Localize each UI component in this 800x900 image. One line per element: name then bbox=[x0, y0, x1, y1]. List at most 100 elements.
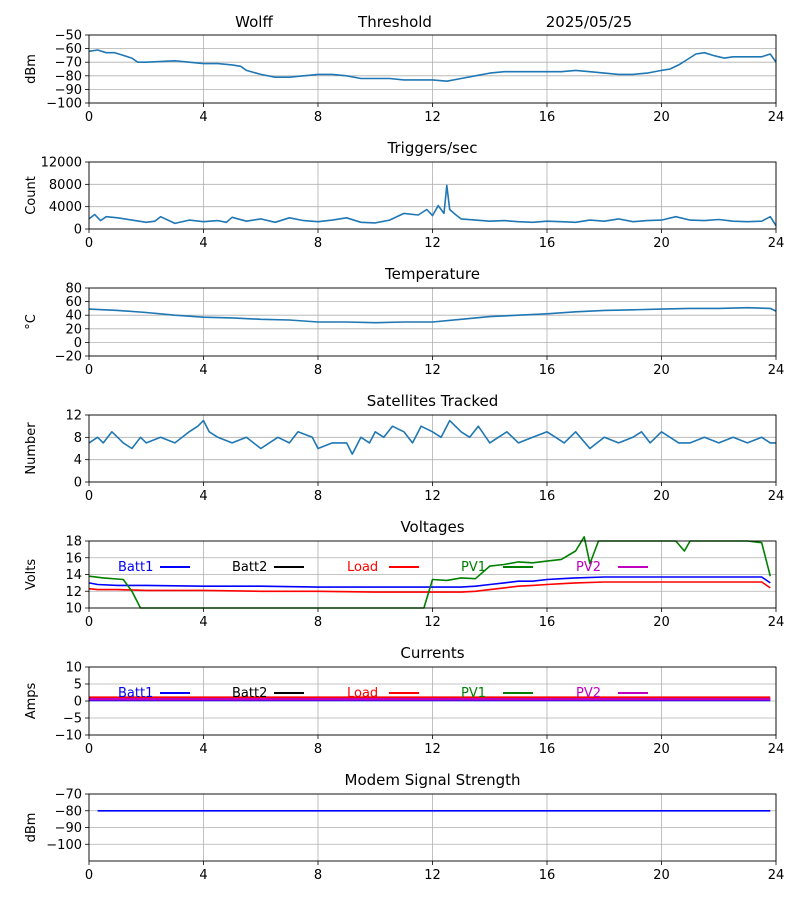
plot-frame bbox=[88, 540, 777, 609]
y-tick-label: −10 bbox=[55, 729, 82, 744]
y-tick-label: −100 bbox=[46, 97, 82, 112]
y-tick-label: 16 bbox=[65, 551, 82, 566]
x-tick-label: 16 bbox=[539, 742, 556, 757]
y-tick-label: 0 bbox=[74, 695, 82, 710]
y-tick-label: −80 bbox=[55, 69, 82, 84]
chart-title: Temperature bbox=[384, 265, 480, 283]
y-axis-label: dBm bbox=[24, 54, 39, 84]
y-tick-label: −20 bbox=[55, 350, 82, 365]
plot-frame bbox=[88, 287, 777, 357]
x-tick-label: 12 bbox=[424, 236, 441, 251]
plot-frame bbox=[88, 793, 777, 862]
legend-label-pv2: PV2 bbox=[576, 686, 601, 701]
x-tick-label: 8 bbox=[314, 489, 322, 504]
x-tick-label: 4 bbox=[199, 110, 207, 125]
x-tick-label: 0 bbox=[85, 236, 93, 251]
y-tick-label: −90 bbox=[55, 83, 82, 98]
series-line-main bbox=[88, 184, 777, 227]
plot-frame bbox=[88, 34, 777, 104]
y-tick-label: 40 bbox=[65, 309, 82, 324]
x-tick-label: 4 bbox=[199, 236, 207, 251]
header-mode: Threshold bbox=[357, 13, 432, 31]
x-tick-label: 8 bbox=[314, 742, 322, 757]
y-axis-label: °C bbox=[24, 314, 39, 330]
chart-title: Voltages bbox=[400, 518, 464, 536]
chart-title: Currents bbox=[400, 644, 464, 662]
x-tick-label: 4 bbox=[199, 489, 207, 504]
y-tick-label: −100 bbox=[46, 838, 82, 853]
plot-frame bbox=[88, 414, 777, 483]
x-tick-label: 8 bbox=[314, 615, 322, 630]
x-tick-label: 24 bbox=[768, 363, 785, 378]
x-tick-label: 12 bbox=[424, 742, 441, 757]
header-station: Wolff bbox=[235, 13, 273, 31]
x-tick-label: 8 bbox=[314, 868, 322, 883]
x-tick-label: 8 bbox=[314, 236, 322, 251]
y-tick-label: 12 bbox=[65, 409, 82, 424]
y-tick-label: 4000 bbox=[49, 200, 82, 215]
x-tick-label: 8 bbox=[314, 363, 322, 378]
x-tick-label: 20 bbox=[653, 489, 670, 504]
y-tick-label: 5 bbox=[74, 678, 82, 693]
x-tick-label: 16 bbox=[539, 868, 556, 883]
y-tick-label: −5 bbox=[63, 712, 82, 727]
y-tick-label: −50 bbox=[55, 29, 82, 44]
legend-label-load: Load bbox=[347, 686, 378, 701]
y-tick-label: −90 bbox=[55, 821, 82, 836]
y-tick-label: 18 bbox=[65, 535, 82, 550]
legend-label-pv1: PV1 bbox=[461, 686, 486, 701]
x-tick-label: 16 bbox=[539, 489, 556, 504]
chart-title: Satellites Tracked bbox=[367, 392, 498, 410]
y-tick-label: 10 bbox=[65, 602, 82, 617]
x-tick-label: 8 bbox=[314, 110, 322, 125]
plot-frame bbox=[88, 666, 777, 736]
y-tick-label: 12000 bbox=[41, 156, 82, 171]
x-tick-label: 16 bbox=[539, 363, 556, 378]
chart-title: Modem Signal Strength bbox=[345, 771, 521, 789]
y-tick-label: 0 bbox=[74, 336, 82, 351]
legend-label-load: Load bbox=[347, 560, 378, 575]
x-tick-label: 24 bbox=[768, 236, 785, 251]
chart-title: Triggers/sec bbox=[387, 139, 478, 157]
legend-label-batt2: Batt2 bbox=[232, 560, 267, 575]
x-tick-label: 20 bbox=[653, 868, 670, 883]
header-date: 2025/05/25 bbox=[546, 13, 632, 31]
y-axis-label: Amps bbox=[24, 682, 39, 719]
y-axis-label: Volts bbox=[24, 559, 39, 591]
series-line-main bbox=[88, 49, 777, 82]
x-tick-label: 12 bbox=[424, 110, 441, 125]
y-axis-label: Count bbox=[24, 176, 39, 215]
legend-label-batt2: Batt2 bbox=[232, 686, 267, 701]
x-tick-label: 24 bbox=[768, 110, 785, 125]
x-tick-label: 4 bbox=[199, 615, 207, 630]
x-tick-label: 4 bbox=[199, 363, 207, 378]
y-tick-label: 12 bbox=[65, 585, 82, 600]
x-tick-label: 12 bbox=[424, 363, 441, 378]
y-tick-label: 14 bbox=[65, 568, 82, 583]
series-line-main bbox=[88, 419, 776, 455]
y-axis-label: dBm bbox=[24, 813, 39, 843]
chart-triggers: 0 4 8 12 16 20 24 0 4000 8000 12000 Triggers/sec Cou… bbox=[24, 139, 784, 251]
series-line-batt1 bbox=[88, 576, 771, 588]
y-tick-label: 4 bbox=[74, 453, 82, 468]
y-tick-label: 20 bbox=[65, 322, 82, 337]
x-tick-label: 0 bbox=[85, 489, 93, 504]
x-tick-label: 0 bbox=[85, 110, 93, 125]
chart-threshold: 0 4 8 12 16 20 24 −100−90−80−70−60−50 dBm bbox=[24, 29, 784, 126]
x-tick-label: 0 bbox=[85, 742, 93, 757]
x-tick-label: 12 bbox=[424, 868, 441, 883]
x-tick-label: 24 bbox=[768, 489, 785, 504]
y-tick-label: 0 bbox=[74, 223, 82, 238]
series-line-load bbox=[88, 581, 771, 593]
y-axis-label: Number bbox=[24, 422, 39, 475]
x-tick-label: 20 bbox=[653, 363, 670, 378]
y-tick-label: 8000 bbox=[49, 178, 82, 193]
y-tick-label: −70 bbox=[55, 788, 82, 803]
y-tick-label: 8 bbox=[74, 431, 82, 446]
x-tick-label: 4 bbox=[199, 742, 207, 757]
x-tick-label: 0 bbox=[85, 615, 93, 630]
